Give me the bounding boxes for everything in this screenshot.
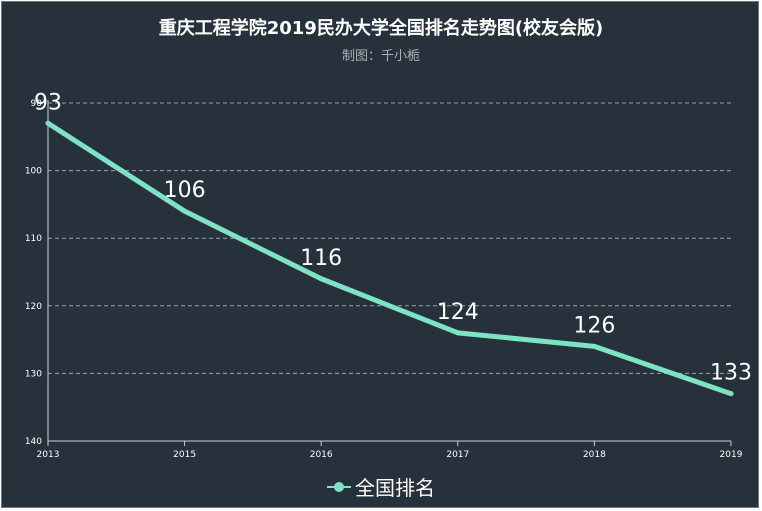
legend-line-circle-icon <box>327 481 351 492</box>
y-tick-label: 140 <box>25 437 42 447</box>
legend-label: 全国排名 <box>355 476 435 500</box>
series-line <box>45 120 734 397</box>
legend[interactable]: 全国排名 <box>0 472 762 501</box>
data-point[interactable] <box>591 343 597 349</box>
y-tick-label: 130 <box>25 369 42 379</box>
x-tick-label: 2017 <box>446 450 469 460</box>
data-label: 126 <box>573 313 615 338</box>
y-tick-label: 90 <box>31 99 43 109</box>
data-point[interactable] <box>45 120 51 126</box>
legend-item[interactable]: 全国排名 <box>327 472 435 501</box>
x-tick-label: 2019 <box>720 450 743 460</box>
x-tick-label: 2018 <box>583 450 606 460</box>
y-axis-ticks: 90 100 110 120 130 140 <box>25 99 42 447</box>
series-group <box>45 120 734 397</box>
x-tick-label: 2016 <box>310 450 333 460</box>
data-label: 124 <box>437 300 479 325</box>
data-label: 116 <box>300 246 342 271</box>
data-labels: 93 106 116 124 126 133 <box>34 90 752 385</box>
x-tick-label: 2013 <box>37 450 60 460</box>
chart-title: 重庆工程学院2019民办大学全国排名走势图(校友会版) <box>158 18 604 39</box>
data-label: 106 <box>164 178 206 203</box>
data-point[interactable] <box>318 276 324 282</box>
data-label: 93 <box>34 90 62 115</box>
data-label: 133 <box>710 361 752 386</box>
data-point[interactable] <box>728 391 734 397</box>
grid-lines <box>48 102 731 374</box>
x-axis-ticks: 2013 2015 2016 2017 2018 2019 <box>37 441 743 460</box>
axes <box>47 100 731 442</box>
x-tick-label: 2015 <box>173 450 196 460</box>
y-tick-label: 110 <box>25 234 42 244</box>
y-tick-label: 120 <box>25 302 42 312</box>
chart-subtitle: 制图：千小栀 <box>341 49 420 64</box>
y-tick-label: 100 <box>25 167 42 177</box>
data-point[interactable] <box>455 330 461 336</box>
data-point[interactable] <box>182 208 188 214</box>
